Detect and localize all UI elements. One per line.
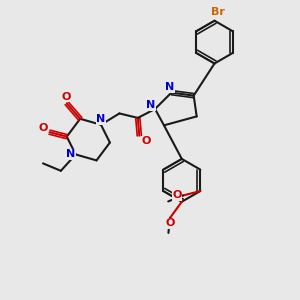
Text: N: N: [165, 82, 175, 92]
Text: N: N: [146, 100, 155, 110]
Text: O: O: [172, 190, 182, 200]
Text: O: O: [141, 136, 151, 146]
Text: Br: Br: [211, 7, 225, 17]
Text: O: O: [165, 218, 175, 228]
Text: O: O: [38, 123, 48, 133]
Text: N: N: [66, 149, 75, 160]
Text: O: O: [61, 92, 71, 102]
Text: N: N: [96, 114, 106, 124]
